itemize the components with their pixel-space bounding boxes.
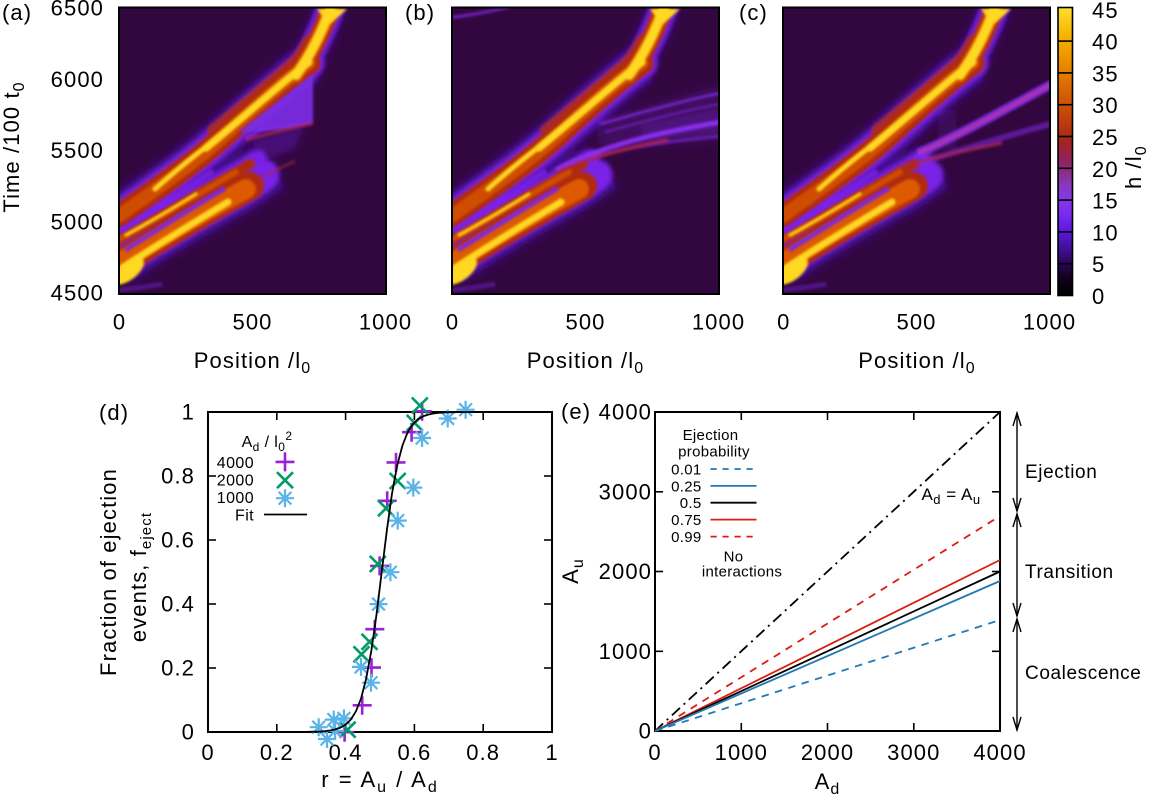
svg-text:interactions: interactions [702,564,782,581]
svg-text:2000: 2000 [599,559,652,584]
svg-text:1000: 1000 [599,639,652,664]
svg-text:Ejection: Ejection [683,427,739,444]
svg-text:4000: 4000 [973,740,1026,765]
svg-text:0.01: 0.01 [671,462,701,479]
svg-text:Position /l0: Position /l0 [194,348,311,377]
svg-text:0.2: 0.2 [161,656,195,681]
svg-text:Ad = Au: Ad = Au [921,485,980,507]
svg-text:Ad: Ad [815,769,841,796]
svg-text:(b): (b) [405,0,435,25]
svg-text:5500: 5500 [51,138,104,163]
svg-text:0.2: 0.2 [260,740,294,765]
svg-text:0: 0 [182,720,195,745]
svg-text:(d): (d) [99,400,129,425]
svg-text:500: 500 [232,310,272,335]
svg-text:0: 0 [446,310,459,335]
svg-text:Time /100 t0: Time /100 t0 [0,81,28,212]
svg-text:No: No [724,549,744,566]
svg-text:1: 1 [545,740,558,765]
svg-text:0: 0 [201,740,214,765]
svg-text:1000: 1000 [692,310,745,335]
svg-text:r = Au / Ad: r = Au / Ad [321,767,438,796]
svg-text:1000: 1000 [715,740,768,765]
svg-text:0.99: 0.99 [671,529,701,546]
svg-text:events, feject: events, feject [126,512,155,642]
svg-text:Fraction of ejection: Fraction of ejection [96,468,121,676]
svg-text:35: 35 [1092,61,1119,86]
svg-text:Fit: Fit [235,508,254,525]
svg-text:1: 1 [182,400,195,425]
svg-text:10: 10 [1092,220,1119,245]
svg-text:15: 15 [1092,189,1119,214]
svg-text:0.75: 0.75 [671,512,701,529]
svg-text:0.4: 0.4 [161,592,195,617]
svg-text:0.5: 0.5 [680,495,702,512]
svg-text:0.6: 0.6 [161,528,195,553]
svg-text:4500: 4500 [51,281,104,306]
svg-text:Transition: Transition [1025,562,1114,583]
svg-text:(c): (c) [739,0,768,25]
svg-text:6500: 6500 [51,0,104,21]
svg-text:25: 25 [1092,125,1119,150]
svg-text:500: 500 [896,310,936,335]
svg-text:500: 500 [565,310,605,335]
svg-text:1000: 1000 [1023,310,1076,335]
svg-text:0.25: 0.25 [671,478,701,495]
svg-text:0: 0 [648,740,661,765]
svg-text:0: 0 [639,719,652,744]
svg-text:Ejection: Ejection [1025,462,1097,483]
svg-text:2000: 2000 [801,740,854,765]
svg-text:4000: 4000 [217,455,254,472]
svg-text:4000: 4000 [599,400,652,425]
svg-text:5: 5 [1092,252,1105,277]
svg-text:0: 0 [777,310,790,335]
svg-text:40: 40 [1092,30,1119,55]
svg-text:0.8: 0.8 [161,464,195,489]
svg-text:3000: 3000 [887,740,940,765]
svg-text:(a): (a) [2,0,32,25]
svg-text:30: 30 [1092,93,1119,118]
svg-text:h /l0: h /l0 [1121,145,1150,189]
svg-text:2000: 2000 [217,473,254,490]
svg-text:3000: 3000 [599,479,652,504]
svg-text:0.6: 0.6 [397,740,431,765]
svg-text:1000: 1000 [217,490,254,507]
svg-text:0.4: 0.4 [329,740,363,765]
svg-text:1000: 1000 [359,310,412,335]
svg-text:(e): (e) [561,399,591,424]
svg-text:0: 0 [113,310,126,335]
svg-text:Position /l0: Position /l0 [527,348,644,377]
svg-text:0: 0 [1092,284,1105,309]
svg-text:Au: Au [558,558,587,584]
svg-text:Ad / l02: Ad / l02 [242,429,293,454]
svg-text:20: 20 [1092,157,1119,182]
svg-text:6000: 6000 [51,67,104,92]
svg-text:5000: 5000 [51,209,104,234]
svg-text:Coalescence: Coalescence [1025,663,1141,684]
svg-text:45: 45 [1092,0,1119,23]
svg-text:probability: probability [678,444,750,461]
svg-text:0.8: 0.8 [466,740,500,765]
svg-text:Position /l0: Position /l0 [858,348,975,377]
